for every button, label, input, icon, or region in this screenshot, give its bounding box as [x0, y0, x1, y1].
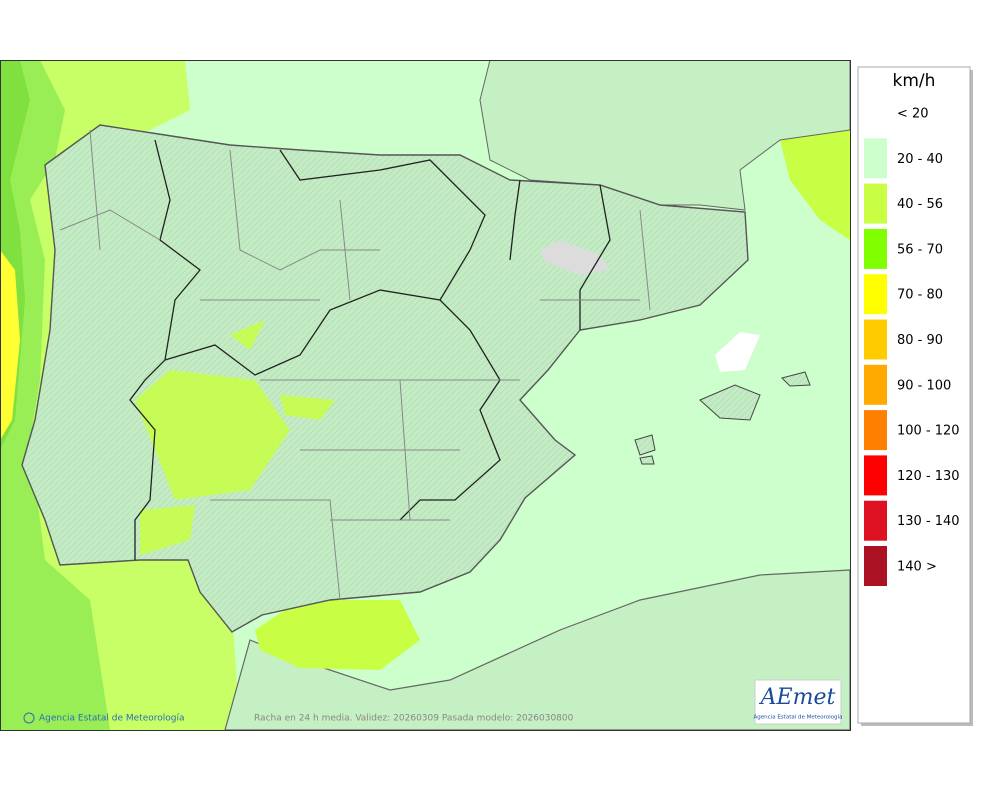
caption: Racha en 24 h media. Validez: 20260309 P…: [254, 714, 574, 724]
legend-swatch: [864, 274, 887, 315]
legend-swatch: [864, 455, 887, 496]
legend-title: km/h: [893, 71, 936, 91]
legend-label: 70 - 80: [897, 288, 943, 303]
legend-swatch: [864, 410, 887, 451]
map: Agencia Estatal de Meteorología Racha en…: [0, 60, 850, 730]
legend-swatch: [864, 138, 887, 179]
wind-zone: [0, 60, 110, 730]
logo-subtitle: Agencia Estatal de Meteorología: [754, 714, 843, 721]
wind-zone: [135, 320, 335, 555]
wind-zone: [780, 120, 850, 240]
legend-swatch: [864, 183, 887, 224]
legend-label: 40 - 56: [897, 197, 943, 212]
legend-items: < 20 20 - 40 40 - 56 56 - 70 70 - 80 80 - 90 9…: [864, 107, 960, 586]
copyright-icon: [23, 712, 35, 724]
map-frame: [0, 60, 851, 731]
legend-swatch: [864, 546, 887, 586]
logo: [754, 679, 842, 725]
calm-zone: [540, 240, 610, 275]
borders: [129, 139, 611, 560]
land: [479, 60, 850, 211]
legend-label: 90 - 100: [897, 378, 951, 393]
legend-swatch: [864, 228, 887, 269]
legend-label: 56 - 70: [897, 242, 943, 257]
legend-label: 130 - 140: [897, 514, 960, 529]
legend-swatch: [864, 364, 887, 405]
province-borders: [59, 129, 651, 601]
calm-zone: [715, 332, 760, 372]
island: [781, 371, 811, 387]
legend-swatch: [864, 319, 887, 360]
logo-name: AEmet: [759, 685, 836, 710]
island: [699, 384, 761, 421]
legend-swatch: [864, 500, 887, 541]
legend-label: 100 - 120: [897, 424, 960, 439]
wind-zone: [0, 250, 20, 440]
legend-label: 120 - 130: [897, 469, 960, 484]
wind-zone: [255, 600, 420, 670]
legend-label: 20 - 40: [897, 152, 943, 167]
island: [634, 434, 656, 465]
legend-label: 80 - 90: [897, 333, 943, 348]
credit: Agencia Estatal de Meteorología: [39, 714, 185, 724]
legend-label: 140 >: [897, 560, 937, 575]
legend-label: < 20: [897, 107, 929, 122]
